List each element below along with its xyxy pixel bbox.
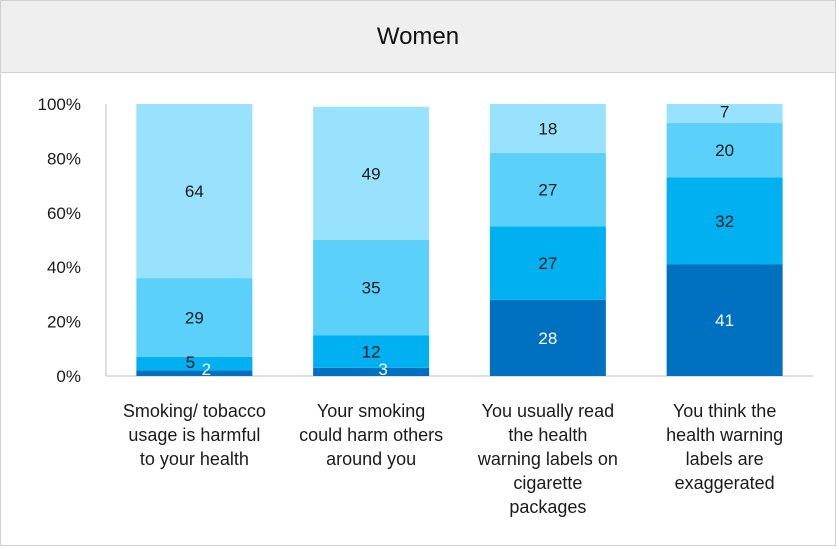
bar-segment — [489, 152, 606, 227]
data-label: 27 — [538, 181, 557, 200]
bar-segment — [489, 299, 606, 376]
data-label: 32 — [715, 212, 734, 231]
x-category-label: labels are — [686, 449, 764, 469]
y-tick-label: 100% — [38, 95, 81, 114]
y-tick-label: 20% — [47, 313, 81, 332]
bar-segment — [136, 278, 253, 357]
data-label: 28 — [538, 329, 557, 348]
x-category-label: to your health — [140, 449, 249, 469]
x-category-label: Smoking/ tobacco — [123, 401, 266, 421]
data-label: 7 — [720, 103, 729, 122]
data-label: 41 — [715, 311, 734, 330]
bar-segment — [489, 226, 606, 300]
data-label: 12 — [362, 343, 381, 362]
bar-segment — [136, 104, 253, 279]
x-category-label: You think the — [673, 401, 776, 421]
bar-segment — [313, 335, 430, 368]
bar-segment — [136, 356, 253, 371]
x-category-label: exaggerated — [675, 473, 775, 493]
y-tick-label: 0% — [56, 367, 81, 386]
bar-segment — [489, 104, 606, 153]
data-label: 35 — [362, 279, 381, 298]
y-tick-label: 80% — [47, 149, 81, 168]
bar-segment — [313, 367, 430, 376]
y-tick-label: 40% — [47, 258, 81, 277]
bar-segment — [666, 177, 783, 265]
chart-title: Women — [376, 23, 460, 50]
data-label: 18 — [538, 119, 557, 138]
data-label: 49 — [362, 164, 381, 183]
bar-segment — [313, 106, 430, 240]
x-category-label: Your smoking — [317, 401, 425, 421]
data-label: 27 — [538, 254, 557, 273]
bar-segment — [666, 264, 783, 376]
bar-segment — [136, 370, 253, 376]
y-tick-label: 60% — [47, 204, 81, 223]
x-category-label: could harm others — [299, 425, 443, 445]
bar-segment — [666, 123, 783, 178]
data-label: 2 — [202, 360, 211, 379]
data-label: 29 — [185, 309, 204, 328]
data-label: 20 — [715, 141, 734, 160]
title-band: Women — [1, 1, 835, 73]
x-category-label: warning labels on — [477, 449, 618, 469]
x-category-label: the health — [508, 425, 587, 445]
data-label: 64 — [185, 182, 204, 201]
bar-segment — [666, 104, 783, 124]
x-category-label: You usually read — [482, 401, 614, 421]
x-category-label: health warning — [666, 425, 783, 445]
data-label: 3 — [378, 360, 387, 379]
bar-segment — [313, 240, 430, 336]
data-label: 5 — [186, 353, 195, 372]
x-category-label: packages — [509, 497, 586, 517]
x-category-label: cigarette — [513, 473, 582, 493]
x-category-label: around you — [326, 449, 416, 469]
x-category-label: usage is harmful — [128, 425, 260, 445]
